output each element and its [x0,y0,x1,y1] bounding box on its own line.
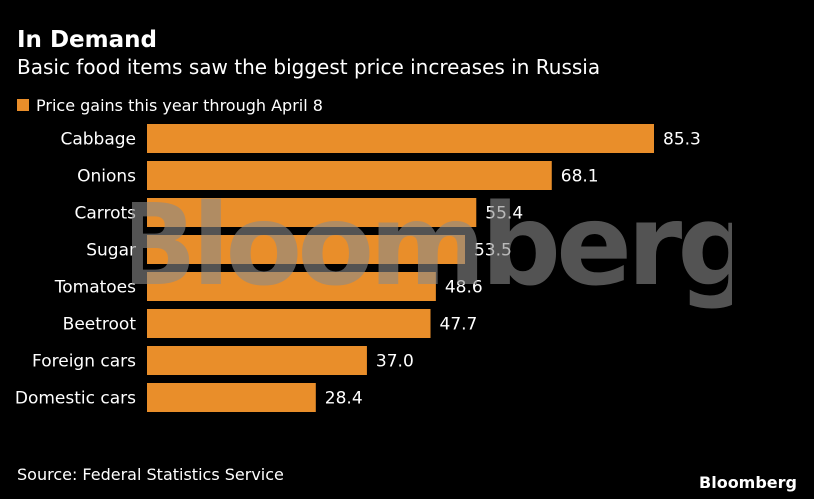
value-label: 53.5 [474,241,512,261]
legend-label: Price gains this year through April 8 [36,95,323,115]
legend: Price gains this year through April 8 [17,94,323,116]
category-label: Tomatoes [54,278,136,298]
category-label: Onions [77,167,136,187]
value-label: 55.4 [485,204,523,224]
bar-cabbage [147,124,654,153]
category-label: Cabbage [60,130,136,150]
bloomberg-logo: Bloomberg [699,473,797,492]
value-label: 28.4 [325,389,363,409]
bar-domestic-cars [147,383,316,412]
category-label: Sugar [86,241,136,261]
bar-foreign-cars [147,346,367,375]
bar-beetroot [147,309,431,338]
category-label: Foreign cars [32,352,136,372]
chart-subtitle: Basic food items saw the biggest price i… [17,55,601,79]
value-label: 68.1 [561,167,599,187]
bar-tomatoes [147,272,436,301]
bar-sugar [147,235,465,264]
legend-swatch [17,99,29,111]
value-label: 47.7 [440,315,478,335]
category-label: Carrots [74,204,136,224]
source-note: Source: Federal Statistics Service [17,465,284,484]
value-label: 85.3 [663,130,701,150]
bar-onions [147,161,552,190]
category-label: Domestic cars [15,389,136,409]
value-label: 37.0 [376,352,414,372]
bar-carrots [147,198,477,227]
value-label: 48.6 [445,278,483,298]
category-label: Beetroot [63,315,137,335]
chart-title: In Demand [17,27,157,53]
